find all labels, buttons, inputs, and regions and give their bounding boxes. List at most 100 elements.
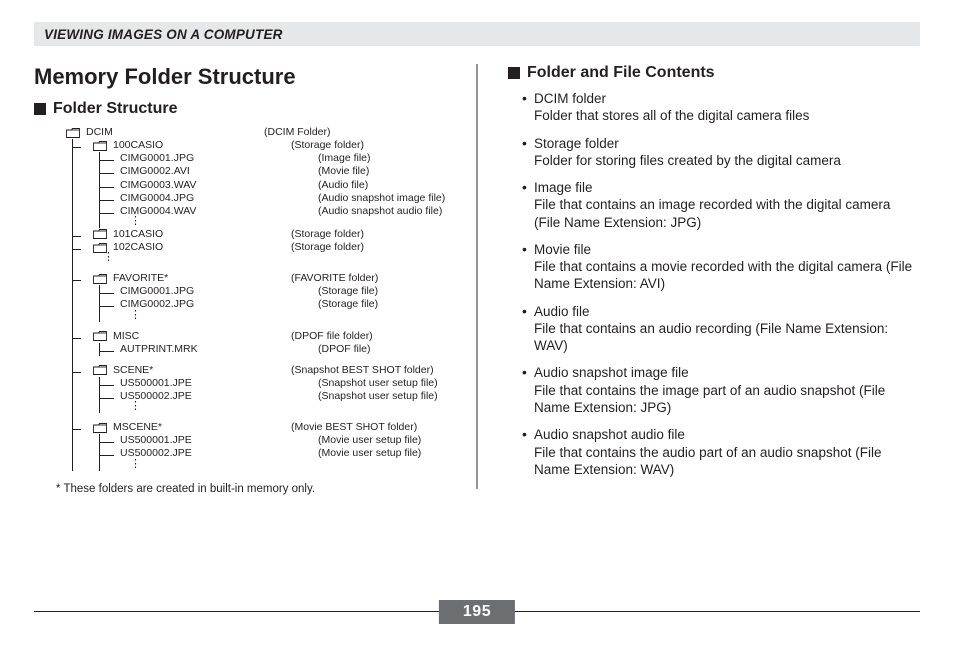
tree-node: SCENE*(Snapshot BEST SHOT folder)US50000… <box>73 364 446 413</box>
tree-spacer <box>73 356 446 364</box>
folder-icon <box>93 274 107 284</box>
tree-node: CIMG0002.AVI(Movie file) <box>100 165 446 178</box>
tree-children: US500001.JPE(Movie user setup file)US500… <box>99 434 446 470</box>
folder-icon <box>93 331 107 341</box>
tree-children: 100CASIO(Storage folder)CIMG0001.JPG(Ima… <box>72 139 446 470</box>
left-column: Memory Folder Structure Folder Structure… <box>34 60 450 495</box>
tree-file: CIMG0002.JPG(Storage file) <box>120 298 446 311</box>
tree-file: AUTPRINT.MRK(DPOF file) <box>120 343 446 356</box>
list-item: DCIM folderFolder that stores all of the… <box>522 90 920 125</box>
item-term: Storage folder <box>534 135 920 152</box>
tree-file: US500002.JPE(Movie user setup file) <box>120 447 446 460</box>
tree-node: CIMG0004.JPG (Audio snapshot image file) <box>100 192 446 205</box>
right-subheading: Folder and File Contents <box>508 64 920 82</box>
item-term: Audio file <box>534 303 920 320</box>
tree-ellipsis <box>100 312 446 322</box>
tree-paren: (Snapshot BEST SHOT folder) <box>291 364 434 377</box>
tree-label: CIMG0002.AVI <box>120 165 190 178</box>
tree-paren: (Snapshot user setup file) <box>318 390 438 403</box>
tree-label: MSCENE* <box>113 421 162 434</box>
tree-paren: (Storage file) <box>318 285 378 298</box>
tree-ellipsis <box>100 403 446 413</box>
tree-file: US500002.JPE(Snapshot user setup file) <box>120 390 446 403</box>
tree-paren: (Movie BEST SHOT folder) <box>291 421 417 434</box>
folder-icon <box>93 365 107 375</box>
tree-file: CIMG0001.JPG(Image file) <box>120 152 446 165</box>
item-desc: File that contains an audio recording (F… <box>534 320 920 355</box>
item-term: DCIM folder <box>534 90 920 107</box>
folder-icon <box>93 141 107 151</box>
tree-node: US500002.JPE(Snapshot user setup file) <box>100 390 446 403</box>
tree-label: CIMG0001.JPG <box>120 152 194 165</box>
column-divider <box>476 64 478 489</box>
tree-node: 102CASIO (Storage folder) <box>73 241 446 254</box>
tree-spacer <box>73 413 446 421</box>
folder-icon <box>93 423 107 433</box>
item-desc: File that contains an image recorded wit… <box>534 196 920 231</box>
tree-children: US500001.JPE (Snapshot user setup file)US… <box>99 377 446 413</box>
right-column: Folder and File Contents DCIM folderFold… <box>504 60 920 495</box>
tree-node: US500001.JPE(Movie user setup file) <box>100 434 446 447</box>
tree-node: US500001.JPE (Snapshot user setup file) <box>100 377 446 390</box>
tree-label: US500001.JPE <box>120 434 192 447</box>
tree-file: US500001.JPE (Snapshot user setup file) <box>120 377 446 390</box>
tree-node: AUTPRINT.MRK(DPOF file) <box>100 343 446 356</box>
list-item: Image fileFile that contains an image re… <box>522 179 920 231</box>
tree-folder: 100CASIO (Storage folder) <box>93 139 446 152</box>
item-desc: Folder for storing files created by the … <box>534 152 920 169</box>
tree-folder: 102CASIO (Storage folder) <box>93 241 446 254</box>
tree-ellipsis <box>100 461 446 471</box>
tree-children: CIMG0001.JPG(Image file)CIMG0002.AVI(Mov… <box>99 152 446 228</box>
list-item: Storage folderFolder for storing files c… <box>522 135 920 170</box>
tree-children: AUTPRINT.MRK(DPOF file) <box>99 343 446 356</box>
tree-label: 102CASIO <box>113 241 163 254</box>
page-columns: Memory Folder Structure Folder Structure… <box>34 60 920 495</box>
folder-icon <box>66 128 80 138</box>
left-subheading-text: Folder Structure <box>53 100 177 118</box>
item-desc: Folder that stores all of the digital ca… <box>534 107 920 124</box>
tree-label: 100CASIO <box>113 139 163 152</box>
tree-paren: (FAVORITE folder) <box>291 272 378 285</box>
tree-label: AUTPRINT.MRK <box>120 343 198 356</box>
tree-paren: (Audio snapshot audio file) <box>318 205 442 218</box>
tree-label: CIMG0004.JPG <box>120 192 194 205</box>
tree-paren: (Snapshot user setup file) <box>318 377 438 390</box>
tree-paren: (Storage folder) <box>291 241 364 254</box>
item-term: Image file <box>534 179 920 196</box>
tree-paren: (Storage folder) <box>291 139 364 152</box>
tree-spacer <box>73 264 446 272</box>
tree-node: CIMG0003.WAV (Audio file) <box>100 179 446 192</box>
tree-node: 101CASIO(Storage folder) <box>73 228 446 241</box>
page-title: Memory Folder Structure <box>34 64 446 90</box>
tree-paren: (Audio snapshot image file) <box>318 192 445 205</box>
tree-label: US500001.JPE <box>120 377 192 390</box>
tree-spacer <box>73 322 446 330</box>
tree-paren: (Movie user setup file) <box>318 447 421 460</box>
tree-node: CIMG0001.JPG (Storage file) <box>100 285 446 298</box>
tree-node: CIMG0001.JPG(Image file) <box>100 152 446 165</box>
tree-node: CIMG0004.WAV(Audio snapshot audio file) <box>100 205 446 218</box>
square-bullet-icon <box>508 67 520 79</box>
list-item: Audio snapshot image fileFile that conta… <box>522 364 920 416</box>
tree-node: US500002.JPE(Movie user setup file) <box>100 447 446 460</box>
tree-file: CIMG0003.WAV (Audio file) <box>120 179 446 192</box>
section-header: VIEWING IMAGES ON A COMPUTER <box>34 22 920 46</box>
tree-file: US500001.JPE(Movie user setup file) <box>120 434 446 447</box>
folder-icon <box>93 229 107 239</box>
item-desc: File that contains a movie recorded with… <box>534 258 920 293</box>
tree-folder: 101CASIO(Storage folder) <box>93 228 446 241</box>
contents-list: DCIM folderFolder that stores all of the… <box>522 90 920 478</box>
tree-file: CIMG0001.JPG (Storage file) <box>120 285 446 298</box>
item-desc: File that contains the audio part of an … <box>534 444 920 479</box>
square-bullet-icon <box>34 103 46 115</box>
tree-label: CIMG0003.WAV <box>120 179 196 192</box>
tree-label: 101CASIO <box>113 228 163 241</box>
tree-folder: FAVORITE*(FAVORITE folder) <box>93 272 446 285</box>
tree-folder: SCENE*(Snapshot BEST SHOT folder) <box>93 364 446 377</box>
tree-node: 100CASIO (Storage folder)CIMG0001.JPG(Ima… <box>73 139 446 228</box>
tree-node: FAVORITE*(FAVORITE folder)CIMG0001.JPG (S… <box>73 272 446 321</box>
tree-label: CIMG0001.JPG <box>120 285 194 298</box>
tree-paren: (DCIM Folder) <box>264 126 331 139</box>
tree-label: DCIM <box>86 126 113 139</box>
tree-paren: (Audio file) <box>318 179 368 192</box>
